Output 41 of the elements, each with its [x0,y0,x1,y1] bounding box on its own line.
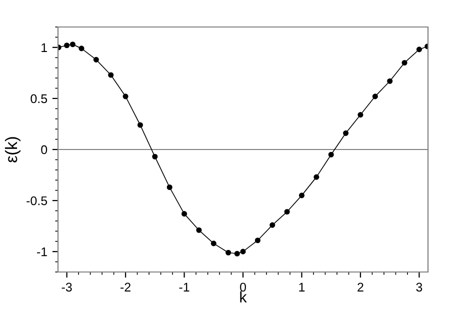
point [343,130,349,136]
x-tick-label: -3 [62,282,72,292]
point [70,42,76,48]
point [181,211,188,217]
point [372,94,378,100]
point [314,174,320,180]
y-tick-label: 0.5 [30,94,48,104]
point [270,222,276,228]
point [122,94,128,100]
y-axis-title: ε(k) [4,137,20,162]
y-tick-label: -1 [37,248,47,256]
x-tick-label: 3 [416,282,422,292]
point [108,72,114,78]
point [328,152,334,158]
point [254,238,260,244]
point [166,184,172,190]
y-tick-label: -0.5 [26,196,48,206]
point [298,192,305,198]
point [196,227,202,233]
point [78,46,84,52]
y-tick-label: 1 [42,43,47,52]
point [210,240,216,246]
point [64,42,70,48]
x-tick-label: -2 [120,282,130,292]
point [387,78,393,84]
point [93,56,99,62]
x-tick-label: 1 [299,282,305,292]
x-tick-label: 0 [240,282,246,292]
point [416,46,422,52]
point [152,154,158,160]
point [284,208,290,215]
point [234,250,240,256]
x-tick-label: 2 [358,282,364,292]
point [240,248,246,254]
point [226,250,232,256]
point [402,60,408,66]
x-tick-label: -1 [179,282,190,292]
y-tick-label: 0 [41,145,48,154]
x-axis-title: k [240,291,247,302]
point [358,112,364,118]
point [137,122,143,128]
